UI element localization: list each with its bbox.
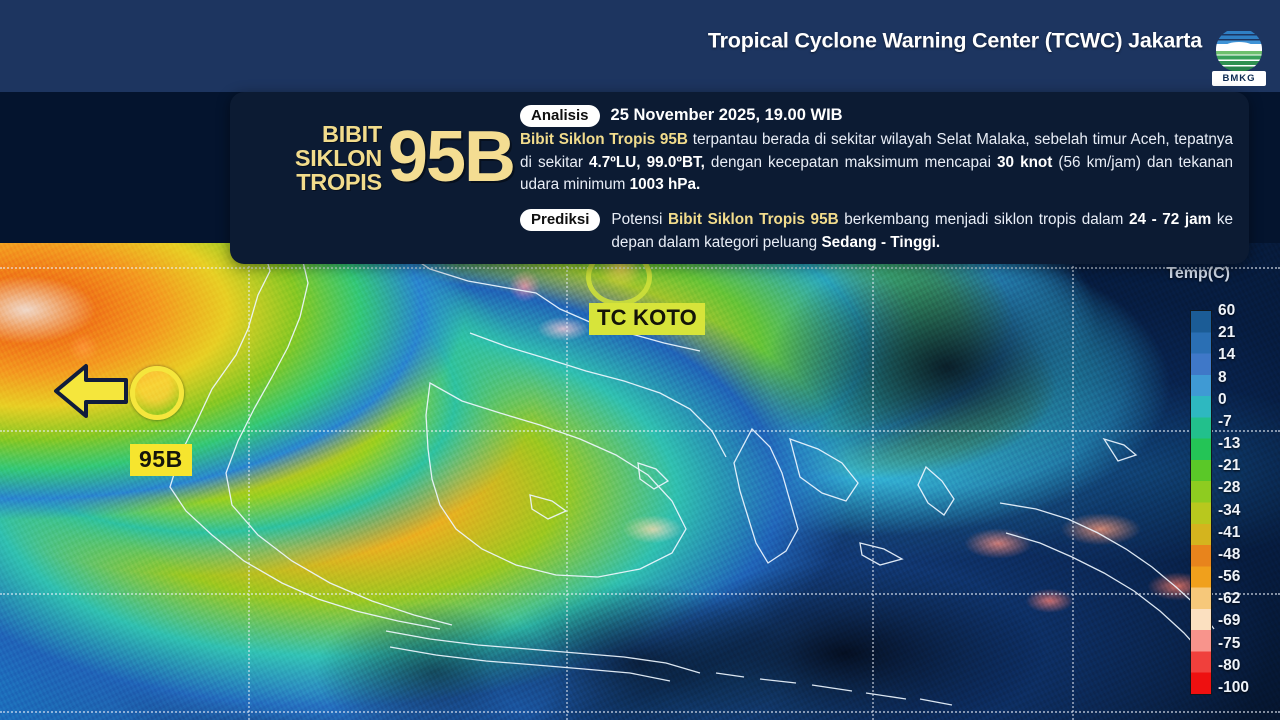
gridline-latitude <box>0 593 1280 595</box>
analisis-tag: Analisis <box>520 105 600 128</box>
colorbar-tick: 60 <box>1218 302 1236 319</box>
headline-line-3: TROPIS <box>296 169 382 196</box>
cyclone-marker-95b-label[interactable]: 95B <box>130 444 192 476</box>
prediksi-text-part-3: berkembang menjadi siklon tropis dalam <box>838 211 1129 229</box>
cyclone-info-panel: BIBIT SIKLON TROPIS 95B Analisis 25 Nove… <box>230 92 1249 264</box>
gridline-longitude <box>566 243 568 720</box>
analisis-coordinates: 4.7ºLU, 99.0ºBT, <box>589 153 705 171</box>
analisis-section: Analisis 25 November 2025, 19.00 WIB Bib… <box>520 105 1233 196</box>
colorbar-tick: -28 <box>1218 479 1241 497</box>
page-header: Tropical Cyclone Warning Center (TCWC) J… <box>0 0 1280 92</box>
colorbar-tick: 21 <box>1218 324 1236 342</box>
gridline-latitude <box>0 711 1280 713</box>
prediksi-text-part-5: ke depan dalam kategori peluang <box>611 211 1233 251</box>
prediksi-text-part-1: Potensi <box>611 211 668 229</box>
colorbar-tick: -80 <box>1218 656 1241 674</box>
colorbar-tick: -56 <box>1218 568 1241 586</box>
bmkg-logo: BMKG <box>1212 28 1266 86</box>
colorbar-tick: 14 <box>1218 346 1236 364</box>
colorbar-tick: -62 <box>1218 590 1241 608</box>
panel-headline-stack: BIBIT SIKLON TROPIS <box>294 120 382 196</box>
analisis-max-wind: 30 knot <box>997 153 1053 171</box>
gridline-longitude <box>872 243 874 720</box>
panel-body: Analisis 25 November 2025, 19.00 WIB Bib… <box>520 102 1233 254</box>
cyclone-marker-koto-label[interactable]: TC KOTO <box>589 303 705 335</box>
prediksi-tag: Prediksi <box>520 209 601 232</box>
prediksi-section: Prediksi Potensi Bibit Siklon Tropis 95B… <box>520 209 1233 254</box>
gridline-longitude <box>1072 243 1074 720</box>
motion-direction-arrow-icon <box>54 364 128 418</box>
headline-line-1: BIBIT <box>322 120 382 147</box>
colorbar-tick: -7 <box>1218 412 1232 430</box>
analisis-seed-name: Bibit Siklon Tropis 95B <box>520 131 688 149</box>
colorbar-tick-labels: 60 21 14 8 0 -7 -13 -21 -28 -34 -41 -48 -56 -62 -69 -75… <box>1218 301 1272 696</box>
bmkg-cloud-icon <box>1225 42 1253 51</box>
page-title: Tropical Cyclone Warning Center (TCWC) J… <box>707 28 1202 53</box>
gridline-latitude <box>0 430 1280 432</box>
prediksi-probability-category: Sedang - Tinggi. <box>821 233 941 251</box>
colorbar-gradient-strip <box>1190 310 1212 695</box>
prediksi-text: Potensi Bibit Siklon Tropis 95B berkemba… <box>611 209 1233 254</box>
analisis-text: Bibit Siklon Tropis 95B terpantau berada… <box>520 129 1233 196</box>
colorbar-tick: -48 <box>1218 545 1241 563</box>
colorbar-title: Temp(C) <box>1166 265 1230 282</box>
coastline-overlay <box>169 243 1215 706</box>
colorbar-tick: -21 <box>1218 457 1241 475</box>
colorbar-tick: -34 <box>1218 501 1241 519</box>
colorbar-tick: -41 <box>1218 523 1241 541</box>
prediksi-timeframe: 24 - 72 jam <box>1128 211 1212 229</box>
analisis-header-row: Analisis 25 November 2025, 19.00 WIB <box>520 105 1233 128</box>
prediksi-seed-name: Bibit Siklon Tropis 95B <box>668 211 839 229</box>
headline-line-2: SIKLON <box>294 144 382 171</box>
bmkg-globe-icon <box>1216 28 1262 72</box>
analisis-min-pressure: 1003 hPa. <box>629 175 701 193</box>
cyclone-code: 95B <box>387 117 516 198</box>
analisis-datetime: 25 November 2025, 19.00 WIB <box>610 106 843 124</box>
colorbar-tick: -69 <box>1218 612 1241 630</box>
cyclone-marker-95b-ring[interactable] <box>130 366 184 420</box>
bmkg-logo-text: BMKG <box>1212 71 1266 86</box>
analisis-text-part-2: terpantau berada di sekitar wilayah Sela… <box>520 131 1233 171</box>
gridline-longitude <box>248 243 250 720</box>
analisis-text-part-4: dengan kecepatan maksimum mencapai <box>704 153 998 171</box>
colorbar-tick: 0 <box>1218 390 1227 408</box>
colorbar-tick: -75 <box>1218 634 1241 652</box>
colorbar-tick: -13 <box>1218 435 1241 453</box>
colorbar-tick: 8 <box>1218 368 1227 386</box>
analisis-text-part-6: (56 km/jam) dan tekanan udara minimum <box>520 153 1233 193</box>
colorbar-tick: -100 <box>1218 679 1250 696</box>
panel-headline-group: BIBIT SIKLON TROPIS 95B <box>252 108 516 208</box>
